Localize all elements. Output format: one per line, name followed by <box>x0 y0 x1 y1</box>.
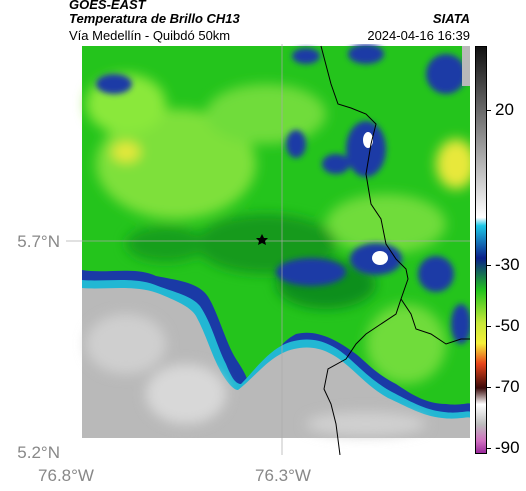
star-marker <box>256 234 268 245</box>
colorbar-tick-mark <box>487 448 491 449</box>
satellite-map <box>66 44 470 455</box>
cloud-field <box>82 44 470 438</box>
y-tick-label: 5.2°N <box>17 443 60 462</box>
colorbar-tick-label: -30 <box>495 255 520 274</box>
colorbar-tick-label: 20 <box>495 100 514 119</box>
colorbar <box>475 46 487 454</box>
satellite-label: GOES-EAST <box>69 0 146 12</box>
colorbar-tick-label: -90 <box>495 438 520 457</box>
border-line-2 <box>400 298 470 345</box>
org-label: SIATA <box>432 11 470 26</box>
colorbar-tick-mark <box>487 326 491 327</box>
colorbar-tick-mark <box>487 387 491 388</box>
border-line <box>320 45 409 455</box>
colorbar-tick-label: -50 <box>495 316 520 335</box>
product-title: Temperatura de Brillo CH13 <box>69 11 240 26</box>
x-tick-label: 76.8°W <box>38 466 94 485</box>
colorbar-tick-label: -70 <box>495 377 520 396</box>
datetime-label: 2024-04-16 16:39 <box>367 28 470 43</box>
region-label: Vía Medellín - Quibdó 50km <box>69 28 231 43</box>
colorbar-tick-mark <box>487 265 491 266</box>
x-tick-label: 76.3°W <box>255 466 311 485</box>
y-tick-label: 5.7°N <box>17 232 60 251</box>
colorbar-tick-mark <box>487 110 491 111</box>
